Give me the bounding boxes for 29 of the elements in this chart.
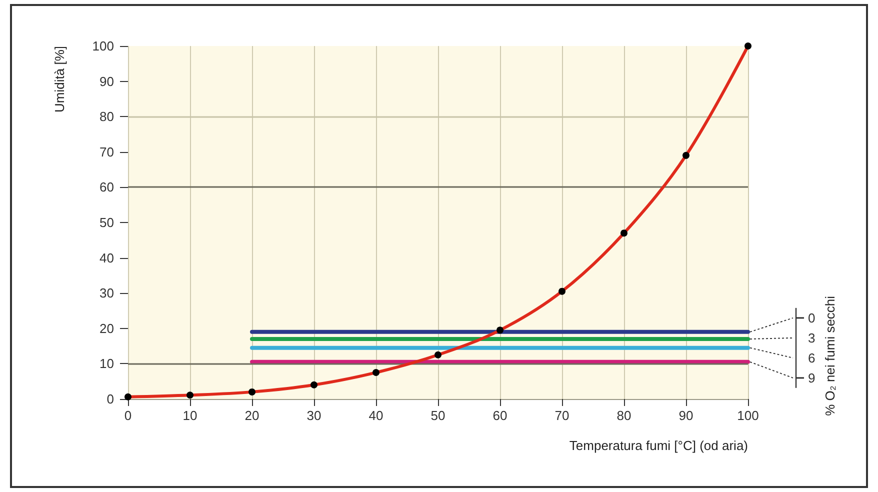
x-tick-label: 10	[182, 408, 198, 423]
y-tick-label: 80	[100, 109, 114, 124]
x-tick-label: 60	[492, 408, 508, 423]
y-tick-label: 60	[100, 180, 114, 195]
y-tick-label: 90	[100, 74, 114, 89]
x-tick-label: 90	[678, 408, 694, 423]
y-tick-label: 50	[100, 215, 114, 230]
text: 3	[808, 330, 816, 346]
text: 0	[808, 310, 816, 326]
x-tick-label: 100	[737, 408, 759, 423]
y-tick-label: 40	[100, 250, 114, 266]
x-tick-label: 20	[244, 408, 260, 423]
x-tick-label: 0	[124, 408, 132, 423]
x-axis-title: Temperatura fumi [°C] (od aria)	[569, 438, 748, 453]
text: 6	[808, 350, 816, 366]
y-axis-title: Umidità [%]	[52, 46, 67, 112]
text: 9	[808, 370, 816, 386]
y-tick-label: 0	[106, 392, 114, 406]
y2-axis-title: % O₂ nei fumi secchi	[822, 296, 838, 416]
x-tick-label: 50	[430, 408, 446, 423]
y-tick-label: 30	[100, 286, 114, 301]
y-tick-label: 10	[100, 356, 114, 372]
x-tick-label: 70	[554, 408, 570, 423]
y-tick-label: 70	[100, 144, 114, 160]
x-tick-label: 30	[306, 408, 322, 423]
x-tick-label: 80	[616, 408, 632, 423]
y-tick-label: 20	[100, 320, 114, 336]
x-tick-label: 40	[368, 408, 384, 423]
y-tick-label: 100	[92, 38, 114, 54]
